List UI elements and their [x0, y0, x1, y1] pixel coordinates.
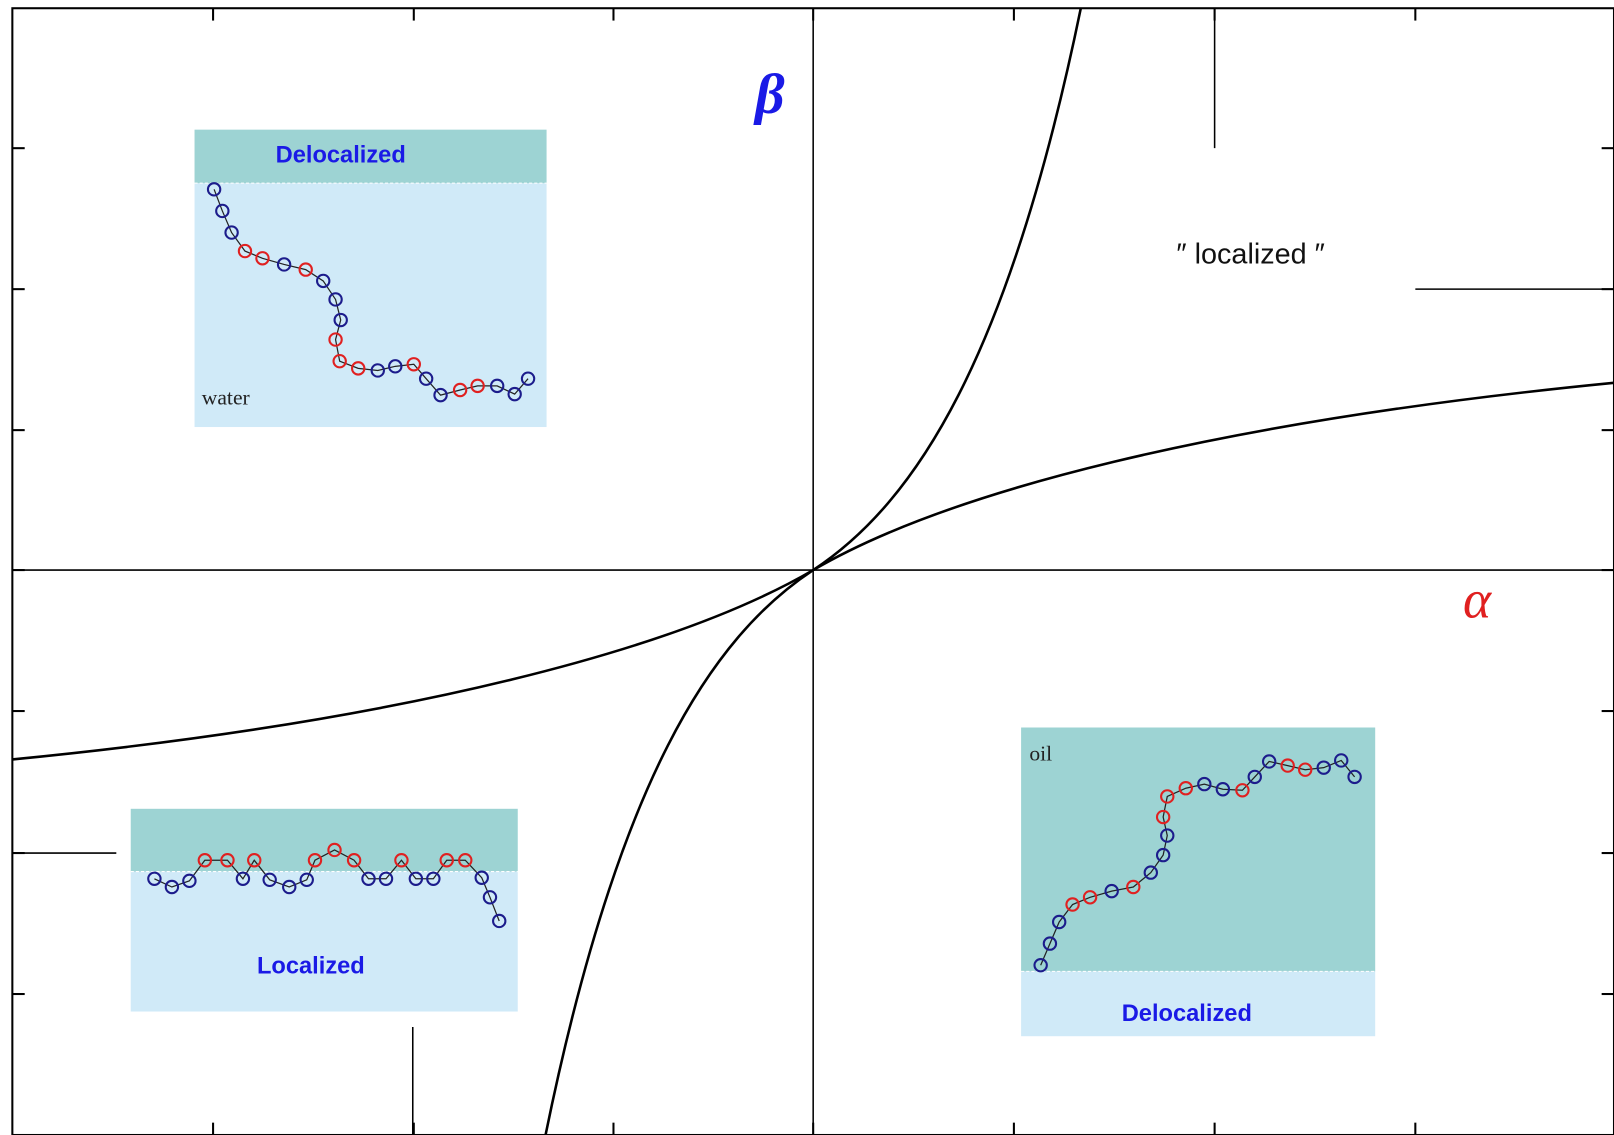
page: {"axes": {"vertical": "β", "horizontal":… [0, 0, 1614, 1135]
oil-region [1021, 728, 1375, 972]
medium-label: water [202, 385, 250, 409]
diagram: Delocalized water Localized Delocalized … [0, 0, 1614, 1135]
inset-localized: Localized [131, 809, 518, 1012]
state-label: Delocalized [1122, 1001, 1252, 1027]
water-region [131, 872, 518, 1012]
beta-label: β [753, 63, 785, 126]
state-label: Localized [257, 953, 365, 979]
regime-label: ″ localized ″ [1176, 238, 1324, 270]
alpha-label: α [1463, 569, 1492, 629]
state-label: Delocalized [276, 143, 406, 169]
medium-label: oil [1029, 741, 1052, 765]
inset-water: Delocalized water [195, 130, 547, 427]
inset-oil: Delocalized oil [1021, 728, 1375, 1037]
